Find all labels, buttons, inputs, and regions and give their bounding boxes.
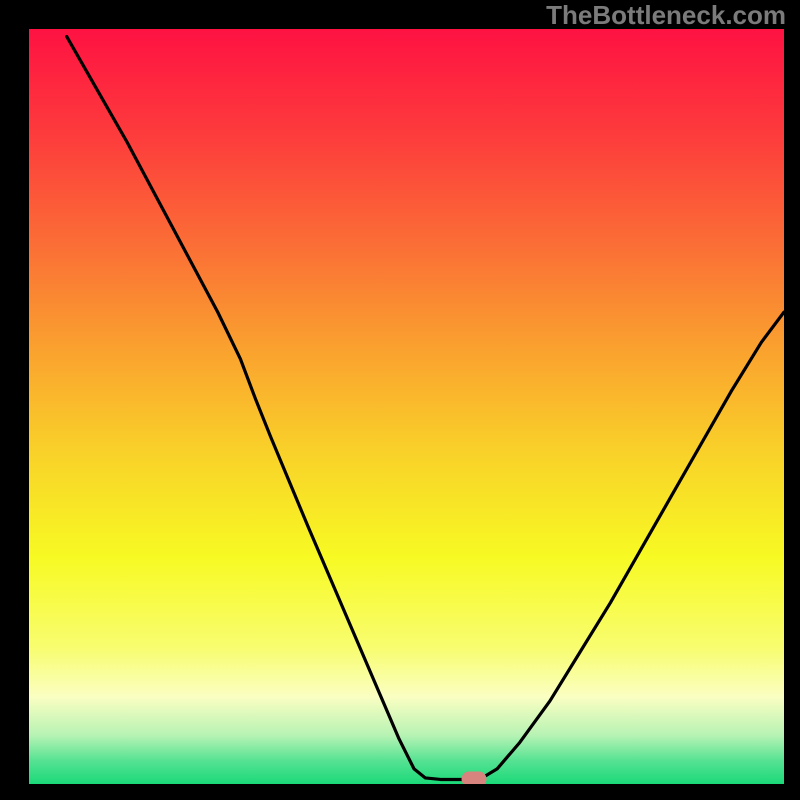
- optimal-point-marker: [462, 772, 487, 784]
- plot-area: [29, 29, 784, 784]
- curve-path: [67, 37, 784, 780]
- bottleneck-curve: [29, 29, 784, 784]
- watermark-text: TheBottleneck.com: [546, 0, 786, 31]
